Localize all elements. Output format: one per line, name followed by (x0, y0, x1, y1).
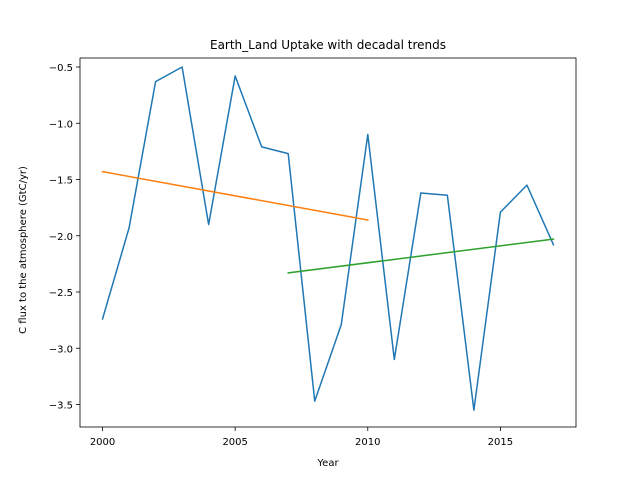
x-tick-label-1: 2005 (222, 437, 247, 448)
series-line-1 (101, 170, 369, 221)
chart-title: Earth_Land Uptake with decadal trends (210, 38, 446, 52)
x-tick-label-3: 2015 (488, 437, 513, 448)
y-tick-label-0: −3.5 (49, 401, 73, 412)
plot-area: 2000 2005 2010 2015 −3.5 −3.0 −2.5 −2.0 −1.5 −1.0… (49, 57, 577, 448)
y-tick-label-1: −3.0 (49, 344, 73, 355)
axes-frame (79, 57, 577, 428)
series-line-0 (101, 66, 555, 411)
series-line-2 (287, 238, 555, 274)
x-tick-label-0: 2000 (90, 437, 115, 448)
y-tick-label-2: −2.5 (49, 288, 73, 299)
y-axis-label: C flux to the atmosphere (GtC/yr) (18, 166, 29, 334)
y-tick-label-5: −1.0 (49, 119, 73, 130)
x-axis-label: Year (316, 458, 339, 469)
y-tick-label-4: −1.5 (49, 176, 73, 187)
x-tick-label-2: 2010 (355, 437, 380, 448)
y-tick-label-6: −0.5 (49, 63, 73, 74)
y-tick-label-3: −2.0 (49, 232, 73, 243)
